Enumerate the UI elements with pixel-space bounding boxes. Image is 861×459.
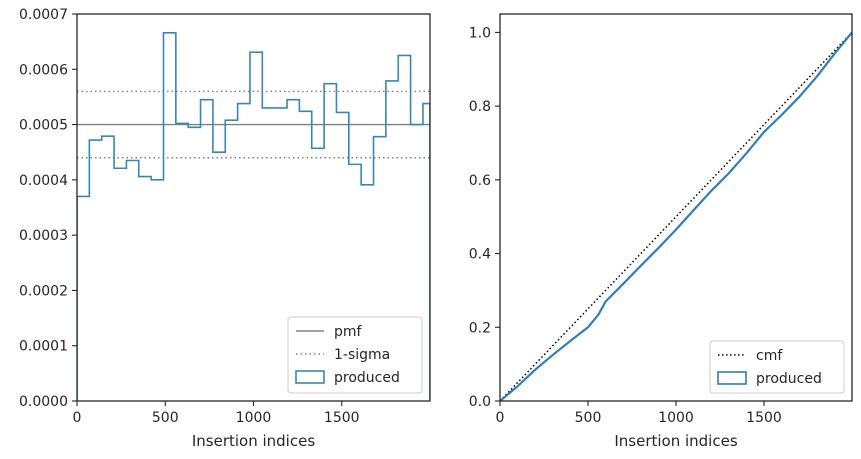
plot-area [77,31,430,401]
legend-box [287,316,423,394]
x-tick-label: 1500 [746,410,782,426]
legend-label: cmf [756,348,783,364]
x-axis-label: Insertion indices [614,432,737,450]
y-tick-label: 0.0 [469,394,491,410]
legend-label: 1-sigma [334,347,390,363]
y-tick-label: 0.0004 [19,173,68,189]
y-tick-label: 0.8 [469,99,491,115]
x-tick-label: 500 [152,410,179,426]
legend: cmf produced [709,340,845,394]
y-tick-label: 0.0000 [19,394,68,410]
y-tick-label: 0.0007 [19,7,68,23]
series-cmf [500,31,852,401]
x-axis-label: Insertion indices [192,432,315,450]
legend-label: pmf [334,324,363,340]
y-tick-label: 0.6 [469,173,491,189]
x-tick-label: 1000 [236,410,272,426]
x-tick-label: 1500 [324,410,360,426]
plot-area [500,31,852,401]
panel-2: 0 500 1000 1500 0.0 0.2 0.4 0.6 0.8 1.0 Insertion … [469,13,853,450]
x-tick-label: 0 [496,410,505,426]
x-tick-label: 1000 [658,410,694,426]
y-tick-label: 0.0005 [19,118,68,134]
y-tick-label: 0.0002 [19,283,68,299]
legend-produced-swatch [295,370,325,384]
legend: pmf 1-sigma produced [287,316,423,394]
legend-label: produced [756,371,822,387]
x-tick-label: 0 [73,410,82,426]
y-tick-label: 0.0006 [19,62,68,78]
plot-frame [499,13,853,402]
legend-produced-swatch [717,371,747,385]
y-tick-label: 0.0003 [19,228,68,244]
y-tick-label: 1.0 [469,25,491,41]
y-tick-label: 0.4 [469,247,491,263]
legend-box [709,340,845,394]
x-tick-label: 500 [575,410,602,426]
y-tick-label: 0.2 [469,320,491,336]
legend-label: produced [334,370,400,386]
y-tick-label: 0.0001 [19,339,68,355]
plot-frame [76,13,431,402]
produced-histogram [77,31,430,401]
series-produced [500,31,852,401]
panel-1: 0 500 1000 1500 0.0000 0.0001 0.0002 0.0003 0.00… [19,7,431,450]
